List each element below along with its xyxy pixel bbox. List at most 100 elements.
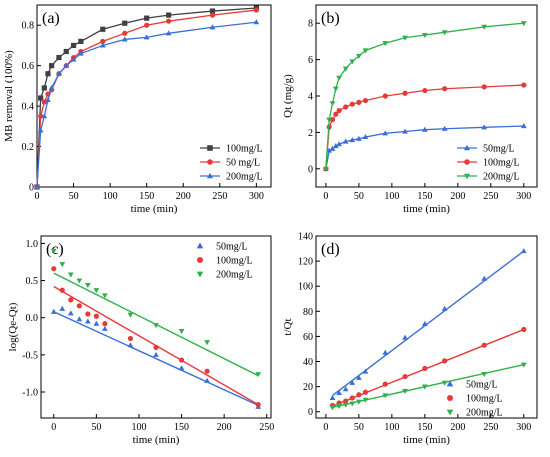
data-point — [349, 401, 356, 407]
legend-label: 100mg/L — [466, 394, 503, 405]
data-point — [362, 389, 369, 395]
x-tick-label: 0 — [51, 422, 56, 433]
data-point — [76, 316, 83, 322]
data-point — [59, 305, 66, 311]
x-tick-label: 150 — [174, 422, 189, 433]
data-point — [84, 318, 91, 324]
data-point — [402, 128, 408, 134]
data-point — [63, 62, 70, 68]
data-point — [45, 71, 51, 77]
data-point — [100, 26, 106, 32]
data-point — [37, 127, 44, 133]
legend-swatch-marker — [197, 257, 203, 263]
x-tick-label: 250 — [483, 191, 498, 202]
series-3 — [50, 248, 262, 378]
data-point — [481, 275, 488, 281]
data-point — [342, 386, 349, 392]
data-point — [402, 90, 408, 96]
legend-label: 100mg/L — [226, 144, 263, 155]
x-tick-label: 50 — [69, 191, 79, 202]
x-tick-label: 150 — [417, 191, 432, 202]
data-point — [122, 20, 128, 26]
data-point — [421, 126, 428, 132]
y-tick-label: 0 — [308, 164, 313, 175]
data-point — [382, 393, 389, 399]
x-tick-label: 300 — [249, 191, 264, 202]
legend-label: 50mg/L — [466, 380, 498, 391]
data-point — [67, 272, 74, 278]
x-tick-label: 250 — [212, 191, 227, 202]
legend-swatch-marker — [464, 159, 470, 165]
data-point — [356, 53, 362, 59]
x-tick-label: 200 — [176, 191, 191, 202]
plot-frame — [36, 4, 272, 188]
data-point — [362, 368, 369, 374]
y-tick-label: 120 — [298, 257, 313, 268]
y-tick-label: 0.8 — [22, 21, 35, 32]
data-point — [76, 278, 83, 284]
x-axis-title: time (min) — [403, 203, 450, 215]
y-tick-label: -0.5 — [22, 350, 38, 361]
data-point — [165, 30, 172, 36]
data-point — [356, 135, 362, 141]
data-point — [102, 293, 108, 299]
data-point — [153, 344, 159, 351]
data-point — [356, 99, 362, 105]
data-point — [441, 125, 448, 131]
series-1 — [323, 123, 527, 171]
data-point — [442, 358, 448, 364]
data-point — [78, 38, 84, 44]
data-point — [102, 321, 108, 327]
y-tick-label: 8 — [308, 19, 313, 30]
data-point — [349, 137, 356, 143]
data-point — [122, 30, 128, 36]
legend-label: 50mg/L — [483, 144, 515, 155]
legend-swatch-marker — [207, 159, 213, 165]
data-point — [50, 308, 57, 314]
x-tick-label: 250 — [259, 422, 274, 433]
y-axis-title: t/Qt — [282, 318, 294, 335]
y-axis-title: log(Qe-Qt) — [7, 302, 19, 351]
legend-label: 50 mg/L — [226, 158, 260, 169]
panel-label: (a) — [42, 10, 60, 27]
data-point — [166, 12, 172, 18]
data-point — [481, 124, 488, 130]
data-point — [441, 30, 448, 36]
data-point — [441, 380, 448, 386]
y-tick-label: 0.5 — [26, 276, 39, 287]
data-point — [38, 95, 44, 101]
plot-frame — [40, 235, 272, 419]
data-point — [481, 84, 487, 90]
y-tick-label: 0.4 — [22, 102, 35, 113]
legend-swatch-marker — [207, 145, 213, 151]
data-point — [326, 117, 333, 123]
series-1 — [50, 305, 262, 409]
y-axis-title: Qt (mg/g) — [282, 74, 294, 118]
data-point — [520, 21, 527, 27]
legend-swatch-marker — [196, 242, 204, 249]
data-point — [402, 35, 408, 41]
data-point — [51, 266, 57, 272]
legend-swatch-marker — [447, 395, 453, 401]
data-point — [362, 397, 369, 403]
data-point — [481, 371, 488, 378]
data-point — [178, 357, 185, 363]
y-tick-label: 1.0 — [26, 239, 39, 250]
panel-label: (b) — [321, 10, 340, 27]
data-point — [50, 248, 57, 254]
fit-line — [332, 250, 525, 396]
y-tick-label: 0.6 — [22, 61, 35, 72]
data-point — [422, 87, 428, 94]
legend: 50mg/L 100mg/L 200mg/L — [457, 144, 520, 183]
data-point — [421, 32, 428, 39]
series-3 — [329, 362, 527, 411]
data-point — [382, 349, 389, 355]
data-point — [402, 334, 408, 340]
data-point — [68, 297, 74, 303]
data-point — [45, 97, 51, 103]
data-point — [422, 365, 428, 372]
x-tick-label: 100 — [103, 191, 118, 202]
legend: 100mg/L 50 mg/L 200mg/L — [200, 144, 263, 183]
x-tick-label: 300 — [516, 191, 531, 202]
